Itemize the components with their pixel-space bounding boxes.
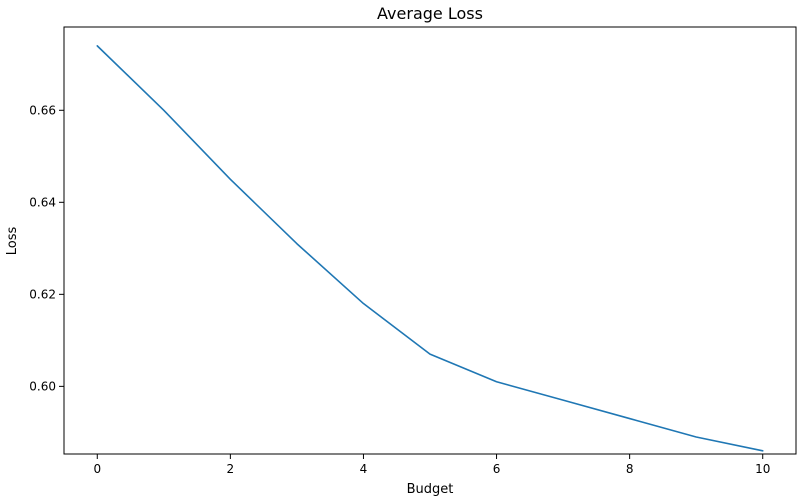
- x-tick-label: 0: [93, 462, 101, 476]
- series-line-0: [96, 45, 764, 452]
- y-tick-label: 0.60: [29, 379, 56, 393]
- y-tick-label: 0.62: [29, 287, 56, 301]
- x-tick-label: 6: [493, 462, 501, 476]
- x-axis-label: Budget: [407, 482, 454, 497]
- axes: 0 2 4 6 8 10 0.60 0.62 0.64 0.66: [29, 103, 770, 476]
- chart-title: Average Loss: [377, 4, 483, 23]
- x-tick-label: 8: [626, 462, 634, 476]
- y-tick-label: 0.64: [29, 195, 56, 209]
- y-tick-label: 0.66: [29, 103, 56, 117]
- plot-frame: [63, 26, 797, 455]
- y-axis-label: Loss: [5, 227, 20, 256]
- x-tick-label: 10: [755, 462, 770, 476]
- series-layer: [96, 45, 764, 452]
- x-tick-label: 4: [360, 462, 368, 476]
- x-tick-label: 2: [227, 462, 235, 476]
